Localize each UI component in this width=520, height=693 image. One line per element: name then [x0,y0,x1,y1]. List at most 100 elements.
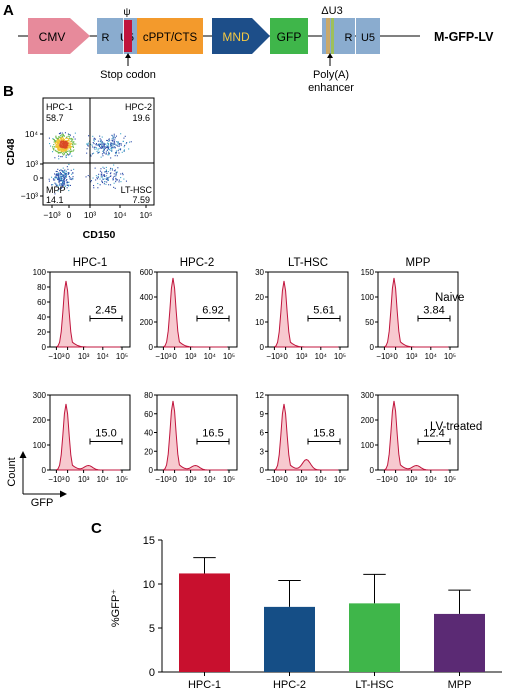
scatter-dot [67,140,69,142]
scatter-dot [67,172,69,174]
scatter-dot [129,141,131,143]
scatter-dot [57,148,59,150]
hist-xtick-label: 0 [283,475,288,484]
scatter-dot [111,169,113,171]
scatter-dot [105,166,107,168]
row-label-naive: Naive [435,292,464,304]
scatter-dot [64,142,66,144]
scatter-dot [95,144,97,146]
scatter-dot [69,151,71,153]
scatter-dot [69,150,71,152]
scatter-dot [115,175,117,177]
scatter-dot [123,146,125,148]
scatter-dot [60,146,62,148]
scatter-dot [66,166,68,168]
scatter-dot [120,173,122,175]
scatter-dot [68,175,70,177]
scatter-dot [98,151,100,153]
scatter-dot [63,170,65,172]
scatter-dot [118,179,120,181]
scatter-dot [54,193,56,195]
gate-lthsc-name: LT-HSC [121,185,153,195]
scatter-dot [88,135,90,137]
scatter-dot [100,142,102,144]
scatter-dot [64,147,66,149]
scatter-dot [64,132,66,134]
scatter-dot [125,143,127,145]
scatter-dot [59,136,61,138]
scatter-dot [90,143,92,145]
scatter-dot [109,173,111,175]
scatter-dot [102,166,104,168]
scatter-dot [66,182,68,184]
scatter-dot [73,168,75,170]
scatter-dot [103,151,105,153]
hist-xtick-label: 10³ [185,352,197,361]
scatter-dot [86,148,88,150]
polya-stripe [326,18,330,54]
scatter-dot [60,183,62,185]
scatter-dot [115,135,117,137]
scatter-dot [68,163,70,165]
scatter-dot [115,150,117,152]
scatter-dot [57,186,59,188]
scatter-dot [55,174,57,176]
hist-ytick-label: 20 [144,447,153,456]
scatter-dot [108,138,110,140]
hist-ytick-label: 40 [37,313,46,322]
r-left-label: R [102,32,110,44]
scatter-dot [102,178,104,180]
scatter-dot [113,147,115,149]
bar-category-label: LT-HSC [355,679,393,691]
scatter-dot [62,142,64,144]
scatter-dot [67,142,69,144]
scatter-dot [107,146,109,148]
mnd-label: MND [222,30,250,44]
scatter-dot [115,177,117,179]
histogram-panel: 16.5 80 60 40 20 0−10³ 0 10³ 10⁴ 10⁵ [144,391,238,484]
hist-xtick-label: 0 [65,352,70,361]
scatter-dot [90,155,92,157]
scatter-dot [69,143,71,145]
scatter-dot [110,142,112,144]
scatter-dot [67,146,69,148]
scatter-dot [58,158,60,160]
scatter-dot [63,148,65,150]
scatter-dot [67,135,69,137]
scatter-dot [96,144,98,146]
scatter-dot [48,178,50,180]
r-left-box [97,18,114,54]
scatter-dot [100,174,102,176]
scatter-dot [91,153,93,155]
scatter-dot [59,176,61,178]
scatter-ytick-label: 10⁴ [25,129,38,139]
hist-xtick-label: 0 [172,475,177,484]
hist-column-title: MPP [406,257,431,269]
scatter-dot [114,146,116,148]
scatter-dot [106,139,108,141]
scatter-dot [108,140,110,142]
scatter-dot [72,178,74,180]
scatter-dot [58,178,60,180]
scatter-dot [115,174,117,176]
scatter-dot [61,180,63,182]
scatter-dot [113,142,115,144]
hist-xtick-label: 10⁵ [334,475,346,484]
scatter-dot [64,147,66,149]
scatter-dot [57,175,59,177]
scatter-dot [60,138,62,140]
hist-xtick-label: 0 [172,352,177,361]
scatter-dot [58,139,60,141]
scatter-dot [60,184,62,186]
scatter-dot [110,172,112,174]
scatter-dot [109,145,111,147]
hist-ytick-label: 50 [365,318,374,327]
scatter-dot [59,180,61,182]
scatter-dot [105,178,107,180]
hist-xtick-label: 10⁴ [315,475,328,484]
scatter-dot [87,143,89,145]
scatter-dot [99,147,101,149]
polya-arrowhead [327,53,333,58]
scatter-dot [109,140,111,142]
hist-xtick-label: 10³ [78,352,90,361]
